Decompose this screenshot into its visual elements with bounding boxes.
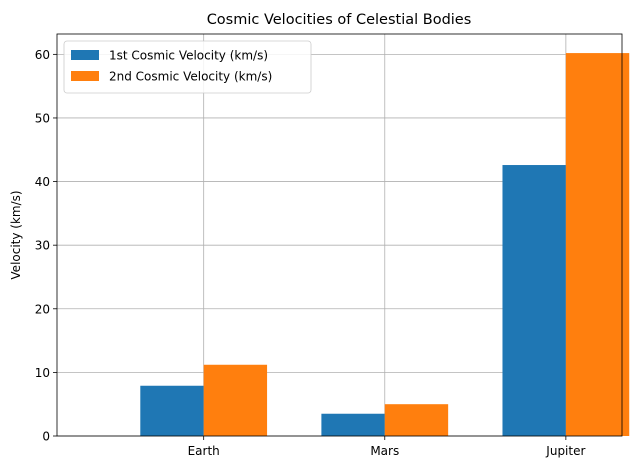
bar-mars-series-2 <box>384 404 449 436</box>
bar-earth-series-2 <box>203 364 268 436</box>
y-tick-label: 0 <box>42 430 50 444</box>
legend-box <box>63 40 312 94</box>
plot-area-border <box>56 33 623 437</box>
y-tick-label: 40 <box>35 175 50 189</box>
bars <box>140 53 630 437</box>
y-tick-label: 20 <box>35 302 50 316</box>
x-tick-label: Mars <box>370 444 399 458</box>
y-tick-label: 60 <box>35 48 50 62</box>
bar-jupiter-series-2 <box>565 53 630 437</box>
bar-earth-series-1 <box>140 385 204 436</box>
legend-label-series-2: 2nd Cosmic Velocity (km/s) <box>109 70 272 84</box>
legend: 1st Cosmic Velocity (km/s) 2nd Cosmic Vel… <box>63 40 312 94</box>
x-tick-label: Earth <box>188 444 220 458</box>
axis-ticks: 0 10 20 30 40 50 60 Earth Mars Jupiter <box>35 48 586 458</box>
x-tick-label: Jupiter <box>545 444 585 458</box>
y-tick-label: 50 <box>35 111 50 125</box>
y-tick-label: 30 <box>35 239 50 253</box>
plot-frame <box>56 33 623 437</box>
legend-swatch-series-1 <box>71 50 99 60</box>
chart-title: Cosmic Velocities of Celestial Bodies <box>207 12 472 28</box>
legend-label-series-1: 1st Cosmic Velocity (km/s) <box>109 49 268 63</box>
legend-swatch-series-2 <box>71 71 99 81</box>
bar-jupiter-series-1 <box>502 165 566 436</box>
y-tick-label: 10 <box>35 366 50 380</box>
y-axis-label: Velocity (km/s) <box>9 190 23 279</box>
bar-mars-series-1 <box>321 413 385 436</box>
